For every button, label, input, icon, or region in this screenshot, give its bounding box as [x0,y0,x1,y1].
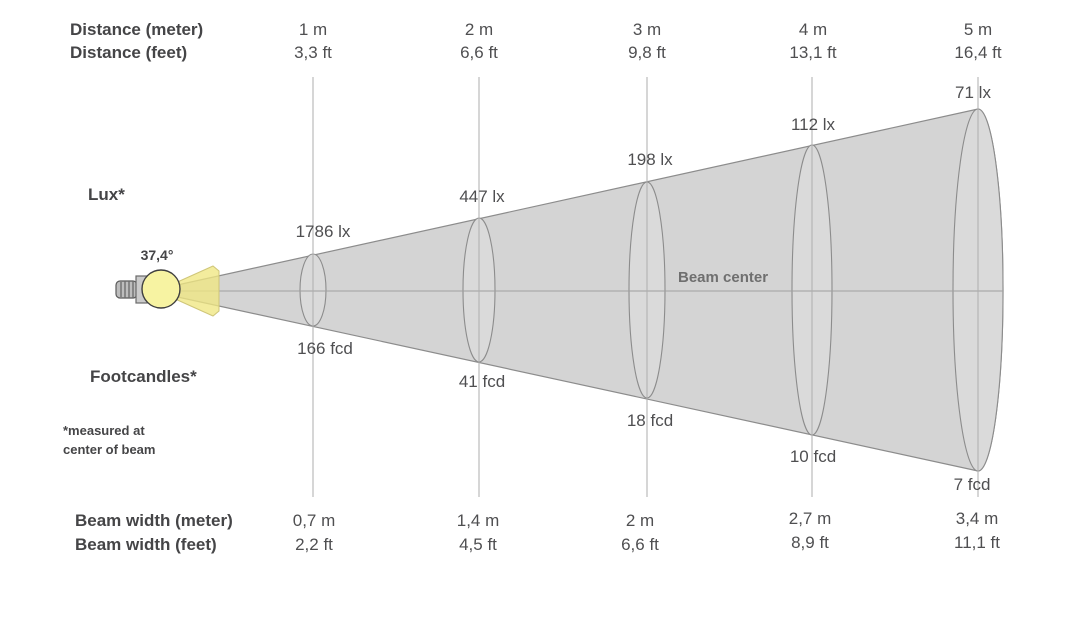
lux-value-5m: 71 lx [955,83,991,102]
distance-m-5m: 5 m [963,20,993,39]
beam-width-m-1m: 0,7 m [292,511,336,530]
beam-width-ft-2m: 4,5 ft [459,535,497,554]
beam-width-feet-header: Beam width (feet) [75,535,217,554]
distance-meter-header: Distance (meter) [70,20,204,39]
beam-width-ft-1m: 2,2 ft [295,535,333,554]
fcd-value-5m: 7 fcd [953,475,991,494]
beam-width-m-5m: 3,4 m [955,509,999,528]
beam-center-label: Beam center [678,269,769,286]
fcd-value-2m: 41 fcd [458,372,506,391]
lux-value-1m: 1786 lx [295,222,351,241]
lux-value-4m: 112 lx [790,115,836,134]
distance-ft-5m: 16,4 ft [954,43,1002,62]
beam-angle-label: 37,4° [140,247,174,263]
fcd-value-3m: 18 fcd [626,411,674,430]
distance-ft-2m: 6,6 ft [460,43,498,62]
distance-m-1m: 1 m [298,20,328,39]
beam-width-ft-3m: 6,6 ft [621,535,659,554]
fcd-value-4m: 10 fcd [789,447,837,466]
distance-ft-3m: 9,8 ft [628,43,666,62]
beam-width-m-4m: 2,7 m [788,509,832,528]
beam-width-m-3m: 2 m [625,511,655,530]
light-bulb-icon [115,269,181,309]
beam-width-ft-5m: 11,1 ft [954,533,1000,552]
bulb-globe [141,269,181,309]
beam-width-ft-4m: 8,9 ft [791,533,829,552]
lux-value-2m: 447 lx [459,187,505,206]
distance-m-2m: 2 m [464,20,494,39]
measured-note-line2: center of beam [63,442,156,457]
footcandles-header: Footcandles* [90,367,197,386]
beam-width-m-2m: 1,4 m [456,511,500,530]
fcd-value-1m: 166 fcd [297,339,353,358]
bulb-screw-base [115,280,138,299]
lux-header: Lux* [88,185,125,204]
measured-note-line1: *measured at [63,423,145,438]
distance-ft-1m: 3,3 ft [294,43,332,62]
beam-cone-shape [149,108,1004,472]
distance-ft-4m: 13,1 ft [789,43,837,62]
distance-m-4m: 4 m [798,20,828,39]
beam-width-meter-header: Beam width (meter) [75,511,233,530]
distance-feet-header: Distance (feet) [70,43,188,62]
distance-m-3m: 3 m [632,20,662,39]
lux-value-3m: 198 lx [627,150,673,169]
